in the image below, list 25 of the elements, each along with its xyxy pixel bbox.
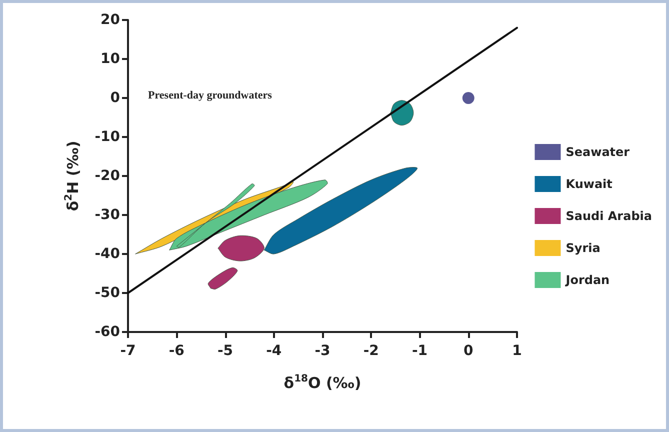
x-tick-label: -3 xyxy=(314,343,330,359)
x-tick-label: 1 xyxy=(512,343,522,359)
x-tick-label: -5 xyxy=(217,343,234,359)
x-tick-label: -6 xyxy=(168,343,184,359)
y-tick-label: -20 xyxy=(94,168,120,184)
y-tick-label: -30 xyxy=(94,207,120,223)
y-tick-label: -10 xyxy=(94,129,120,145)
y-tick-label: -50 xyxy=(94,285,120,301)
legend-label: Jordan xyxy=(564,273,610,287)
y-tick-label: 10 xyxy=(100,51,120,67)
x-tick-label: -7 xyxy=(120,343,136,359)
x-tick-label: -2 xyxy=(363,343,379,359)
x-tick-label: -4 xyxy=(266,343,282,359)
y-tick-label: -60 xyxy=(94,324,120,340)
x-tick-label: -1 xyxy=(412,343,428,359)
legend-label: Seawater xyxy=(566,145,630,159)
y-tick-label: 20 xyxy=(100,12,120,28)
y-axis-title: δ2H (‰) xyxy=(64,140,82,212)
legend-label: Kuwait xyxy=(566,177,613,191)
y-tick-label: -40 xyxy=(94,246,120,262)
y-tick-label: 0 xyxy=(110,90,120,106)
x-tick-label: 0 xyxy=(464,343,474,359)
legend-label: Saudi Arabia xyxy=(566,209,652,223)
annotation: Present-day groundwaters xyxy=(148,90,273,102)
legend-label: Syria xyxy=(566,241,600,255)
